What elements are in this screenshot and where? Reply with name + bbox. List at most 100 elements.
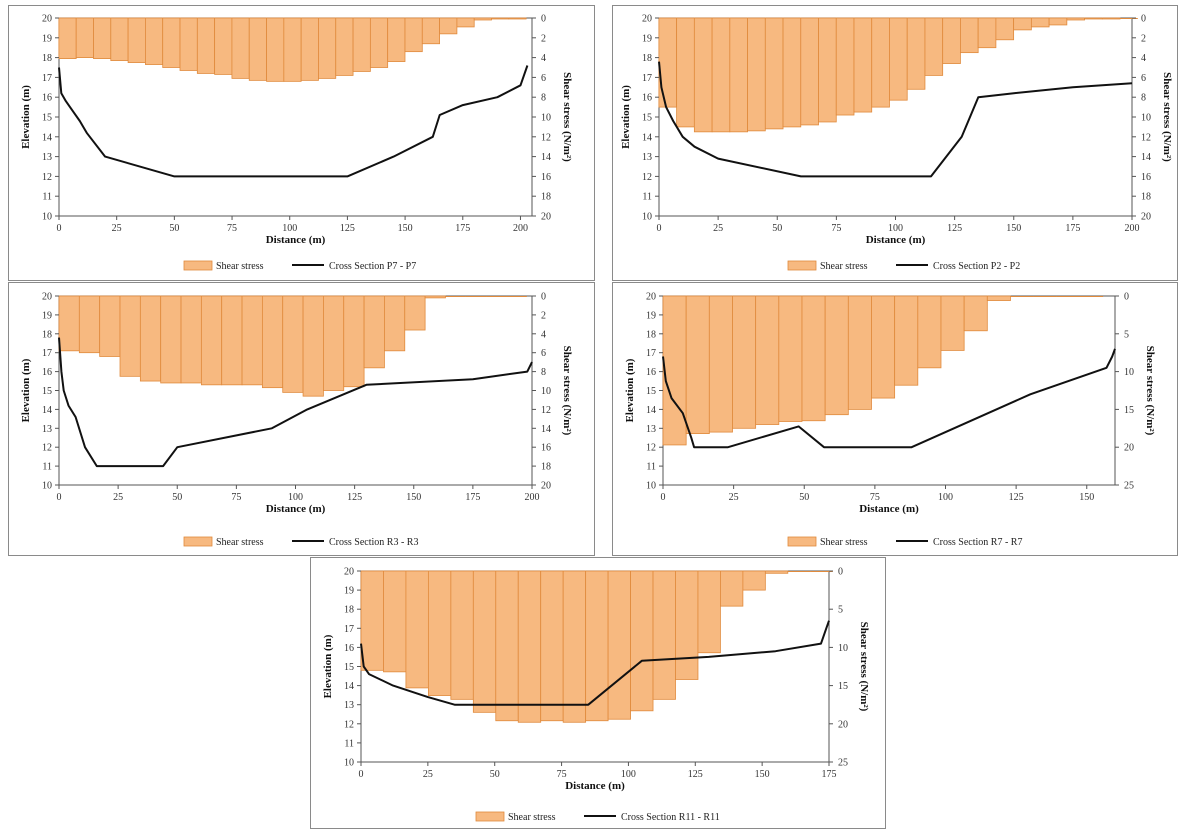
x-tick-label: 100 (888, 223, 903, 234)
y-tick-label: 10 (42, 481, 52, 492)
shear-stress-bar (405, 570, 429, 689)
y2-tick-label: 0 (1141, 14, 1146, 25)
x-tick-label: 50 (490, 769, 500, 780)
shear-stress-bar (450, 570, 474, 700)
x-tick-label: 200 (525, 492, 540, 503)
shear-stress-bar (283, 17, 302, 82)
shear-stress-bar (1066, 17, 1085, 21)
y-tick-label: 16 (642, 93, 652, 104)
y2-tick-label: 12 (541, 132, 551, 143)
y2-tick-label: 12 (541, 405, 551, 416)
shear-stress-bar (439, 17, 458, 35)
y2-tick-label: 14 (541, 424, 551, 435)
y-tick-label: 16 (42, 93, 52, 104)
y2-tick-label: 14 (541, 152, 551, 163)
y2-tick-label: 8 (541, 367, 546, 378)
y2-axis-label: Shear stress (N/m²) (1161, 72, 1173, 162)
shear-stress-bar (495, 570, 519, 722)
x-tick-label: 25 (113, 492, 123, 503)
y-tick-label: 12 (642, 172, 652, 183)
chart-panel-r11: 0 25 50 75 100 125 150 175 10 11 12 13 14 15 16 17 18 19 2… (310, 557, 886, 829)
x-tick-label: 100 (621, 769, 636, 780)
shear-stress-bar (404, 295, 426, 331)
shear-stress-bar (343, 295, 365, 388)
shear-stress-bar (517, 570, 542, 723)
chart-panel-r3: 0 25 50 75 100 125 150 175 200 10 11 12 13 14 15 16 17 18… (8, 282, 595, 556)
shear-stress-bar (162, 17, 181, 68)
x-axis-label: Distance (m) (859, 503, 919, 515)
y2-tick-label: 16 (541, 172, 551, 183)
shear-stress-bar (853, 17, 873, 113)
y-tick-label: 15 (42, 113, 52, 124)
shear-stress-bar (685, 295, 710, 434)
shear-stress-bar (800, 17, 819, 126)
y-tick-label: 18 (344, 605, 354, 616)
shear-stress-bar (711, 17, 731, 133)
cross-section-line (662, 348, 1116, 449)
y-tick-label: 20 (42, 14, 52, 25)
y-tick-label: 17 (646, 348, 656, 359)
y2-tick-label: 10 (541, 113, 551, 124)
shear-stress-bar (473, 17, 492, 21)
shear-stress-bar (676, 17, 695, 128)
y-tick-label: 19 (646, 310, 656, 321)
y-tick-label: 13 (42, 152, 52, 163)
y2-tick-label: 18 (1141, 192, 1151, 203)
shear-stress-bar (127, 17, 146, 63)
shear-stress-bar (78, 295, 101, 354)
x-tick-label: 25 (713, 223, 723, 234)
y-tick-label: 11 (42, 462, 52, 473)
y-tick-label: 20 (646, 292, 656, 303)
shear-stress-bar (139, 295, 162, 382)
shear-stress-bar (960, 17, 979, 54)
shear-stress-bar (847, 295, 872, 410)
y-tick-label: 14 (42, 405, 52, 416)
x-tick-label: 50 (799, 492, 809, 503)
y-tick-label: 12 (646, 443, 656, 454)
legend-shear-stress: Shear stress (820, 261, 868, 272)
chart-svg-p2: 0 25 50 75 100 125 150 175 200101112131415161718… (620, 14, 1173, 273)
x-tick-label: 125 (347, 492, 362, 503)
shear-stress-bar (1101, 17, 1121, 20)
x-tick-label: 25 (423, 769, 433, 780)
y-tick-label: 14 (646, 405, 656, 416)
legend-cross-section: Cross Section P7 - P7 (329, 261, 416, 272)
y-tick-label: 18 (42, 53, 52, 64)
y-tick-label: 19 (42, 310, 52, 321)
shear-stress-bar (747, 17, 766, 132)
shear-stress-bar (818, 17, 837, 123)
y-tick-label: 15 (646, 386, 656, 397)
y2-tick-label: 15 (838, 681, 848, 692)
legend-shear-stress: Shear stress (216, 537, 264, 548)
y2-tick-label: 0 (838, 567, 843, 578)
y-tick-label: 17 (42, 348, 52, 359)
y2-tick-label: 2 (541, 33, 546, 44)
y2-axis-label: Shear stress (N/m²) (1144, 346, 1156, 436)
x-axis-label: Distance (m) (866, 234, 926, 246)
legend-shear-stress: Shear stress (820, 537, 868, 548)
shear-stress-bar (99, 295, 121, 357)
chart-svg-r11: 0 25 50 75 100 125 150 175101112131415161718192… (322, 567, 870, 824)
y2-tick-label: 6 (1141, 73, 1146, 84)
shear-stress-bar (940, 295, 965, 351)
y2-tick-label: 4 (1141, 53, 1146, 64)
legend-cross-section: Cross Section R11 - R11 (621, 812, 720, 823)
shear-stress-bar (607, 570, 631, 720)
y2-tick-label: 0 (541, 292, 546, 303)
chart-panel-p2: 0 25 50 75 100 125 150 175 200 10 11 12 13 14 15 16 17 18… (612, 5, 1178, 281)
shear-stress-bar (835, 17, 855, 116)
shear-stress-bar (662, 295, 687, 446)
shear-stress-bar (782, 17, 802, 128)
chart-panel-p7: 0 25 50 75 100 125 150 175 200 10 11 12 13 14 15 16 17 18… (8, 5, 595, 281)
y-tick-label: 13 (344, 700, 354, 711)
y2-tick-label: 25 (1124, 481, 1134, 492)
y-tick-label: 18 (642, 53, 652, 64)
y-tick-label: 15 (642, 113, 652, 124)
y-tick-label: 14 (642, 132, 652, 143)
x-tick-label: 25 (729, 492, 739, 503)
y-tick-label: 11 (642, 192, 652, 203)
y2-tick-label: 18 (541, 192, 551, 203)
y-tick-label: 20 (42, 292, 52, 303)
x-tick-label: 150 (398, 223, 413, 234)
y2-tick-label: 8 (1141, 93, 1146, 104)
